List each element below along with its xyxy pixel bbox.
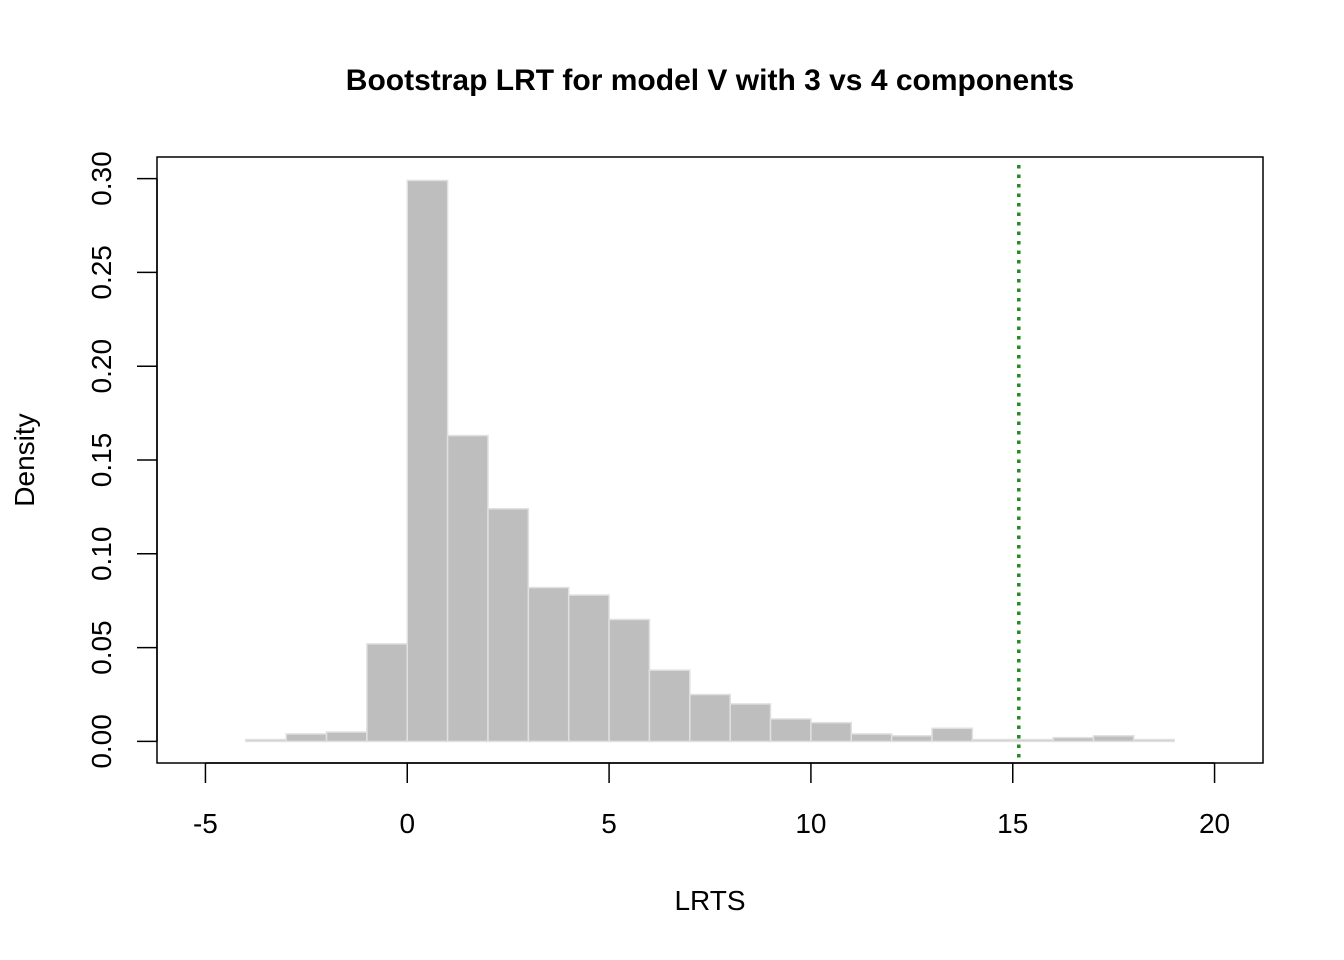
- histogram-bar-9: [608, 618, 651, 743]
- histogram-bar-4: [406, 179, 449, 743]
- plot-frame: [156, 156, 1264, 764]
- histogram-bar-17: [931, 727, 974, 743]
- histogram-bar-16: [890, 735, 933, 743]
- histogram-bars: [245, 179, 1175, 743]
- y-tick-label: 0.00: [86, 714, 117, 769]
- histogram-bar-15: [850, 733, 893, 743]
- x-tick-label: -5: [193, 808, 218, 839]
- y-axis: 0.00 0.05 0.10 0.15 0.20 0.25 0.30: [86, 151, 158, 769]
- x-tick-label: 10: [795, 808, 826, 839]
- histogram-bar-7: [527, 586, 570, 743]
- histogram-bar-1: [285, 733, 328, 743]
- y-tick-label: 0.05: [86, 620, 117, 675]
- x-tick-label: 15: [997, 808, 1028, 839]
- y-tick-label: 0.15: [86, 433, 117, 488]
- x-axis-label: LRTS: [674, 885, 745, 916]
- histogram-bar-20: [1052, 736, 1095, 743]
- histogram-bar-3: [366, 643, 409, 743]
- x-axis: -5 0 5 10 15 20: [193, 762, 1230, 839]
- histogram-bar-19: [1011, 738, 1054, 743]
- x-tick-label: 0: [399, 808, 415, 839]
- histogram-bar-14: [810, 721, 853, 743]
- histogram-bar-2: [325, 731, 368, 743]
- x-tick-label: 20: [1199, 808, 1230, 839]
- histogram-bar-18: [971, 738, 1014, 743]
- histogram-bar-8: [567, 594, 610, 743]
- histogram-bar-21: [1092, 735, 1135, 743]
- y-axis-label: Density: [9, 413, 40, 506]
- y-tick-label: 0.10: [86, 527, 117, 582]
- histogram-bar-13: [769, 718, 812, 743]
- histogram-bar-5: [446, 434, 489, 743]
- histogram-bar-10: [648, 669, 691, 743]
- histogram-bar-11: [689, 693, 731, 743]
- y-tick-label: 0.20: [86, 339, 117, 394]
- histogram-bar-12: [729, 703, 772, 743]
- histogram-bar-0: [245, 738, 287, 743]
- y-tick-label: 0.30: [86, 151, 117, 206]
- y-tick-label: 0.25: [86, 245, 117, 300]
- chart-title: Bootstrap LRT for model V with 3 vs 4 co…: [346, 64, 1074, 97]
- histogram-bar-22: [1133, 738, 1175, 743]
- histogram-bar-6: [487, 508, 530, 743]
- x-tick-label: 5: [601, 808, 617, 839]
